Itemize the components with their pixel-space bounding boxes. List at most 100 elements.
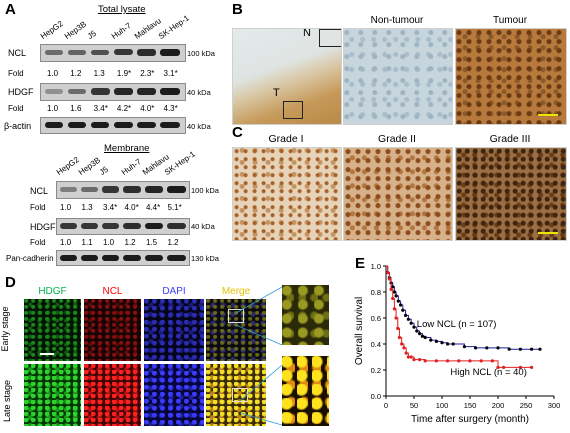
km-curve-high-ncl [386,265,532,368]
total-ncl-fold-4: 2.3* [140,69,155,78]
membrane-ncl-blot [56,181,190,199]
y-axis-label: Overall survival [354,297,365,365]
x-axis-label: Time after surgery (month) [411,414,529,425]
grade-i-heading: Grade I [268,133,304,145]
late-stage-label: Late stage [2,379,12,422]
x-tick-label: 200 [492,401,505,410]
tumour-image [455,28,567,125]
y-tick-label: 0.6 [371,314,381,323]
censor-mark [389,287,393,291]
membrane-hdgf-label: HDGF [30,222,56,232]
membrane-cadherin-blot [56,250,190,266]
censor-mark [412,358,416,362]
censor-mark [507,347,511,351]
y-tick-label: 0.0 [371,392,381,401]
total-ncl-blot [40,44,186,62]
early-zoom-inset [282,285,329,345]
scale-bar [538,114,558,116]
x-tick-label: 100 [436,401,449,410]
censor-mark [485,346,489,350]
total-ncl-label: NCL [8,48,27,58]
y-tick-label: 0.8 [371,288,381,297]
censor-mark [396,326,400,330]
total-ncl-fold-3: 1.9* [116,69,132,78]
low-ncl-label: Low NCL (n = 107) [417,319,497,330]
x-tick-label: 50 [410,401,418,410]
membrane-cadherin-label: Pan-cadherin [6,254,54,263]
grade-iii-image [455,147,567,241]
early-merge-image [206,299,266,361]
non-tumour-heading: Non-tumour [370,15,424,26]
high-ncl-label: High NCL (n = 40) [450,367,526,378]
total-hdgf-fold-1: 1.6 [70,104,82,113]
censor-mark [391,296,395,301]
censor-mark [479,359,483,363]
zoom-connector-lines [235,286,283,426]
total-actin-label: β-actin [4,121,32,131]
total-hdgf-fold-3: 4.2* [116,104,132,113]
censor-mark [415,329,419,333]
membrane-hdgf-fold-0: 1.0 [60,238,72,247]
tumour-heading: Tumour [492,15,528,26]
censor-mark [387,277,391,281]
censor-mark [396,299,400,303]
censor-mark [451,342,455,346]
total-ncl-fold-5: 3.1* [163,69,178,78]
panel-e-label: E [355,255,366,272]
censor-mark [412,325,416,329]
y-tick-label: 1.0 [371,262,381,271]
membrane-hdgf-fold-1: 1.1 [81,238,93,247]
censor-mark [429,338,433,342]
ihc-overview-image: N T [232,28,342,125]
normal-inset-label: N [303,28,311,39]
total-hdgf-label: HDGF [8,87,34,97]
ncl-heading: NCL [102,286,123,297]
grade-ii-image [343,147,453,241]
membrane-lane-5: SK-Hep-1 [162,149,197,177]
grade-i-image [232,147,342,241]
membrane-lane-1: Hep3B [76,155,102,177]
total-lane-4: Mahlavu [132,16,163,41]
censor-mark [530,365,534,369]
censor-mark [386,270,390,275]
membrane-hdgf-fold-2: 1.0 [103,238,115,247]
membrane-title: Membrane [104,143,150,154]
membrane-ncl-fold-5: 5.1* [167,203,182,212]
censor-mark [392,290,396,294]
tumour-inset-label: T [273,87,280,99]
grade-ii-heading: Grade II [378,133,416,145]
normal-inset-box [319,29,341,47]
censor-mark [406,317,410,321]
total-ncl-fold-1: 1.2 [70,69,82,78]
censor-mark [391,285,395,289]
censor-mark [402,346,406,350]
total-lane-2: J5 [85,28,98,41]
censor-mark [423,335,427,340]
early-ncl-image [84,299,141,361]
censor-mark [530,347,534,351]
early-hdgf-image [24,299,81,361]
censor-mark [518,347,522,351]
censor-mark [434,359,438,363]
total-lane-0: HepG2 [38,19,65,41]
late-merge-image [206,364,266,426]
early-stage-label: Early stage [0,306,10,352]
censor-mark [496,346,500,350]
scale-bar-c [538,232,558,234]
membrane-hdgf-blot [56,218,190,235]
early-dapi-image [144,299,204,361]
censor-mark [490,359,494,363]
scale-bar-d [40,353,54,355]
total-lane-3: Huh-7 [109,21,133,41]
panel-b-label: B [232,1,243,18]
censor-mark [446,359,450,363]
censor-mark [406,355,410,359]
membrane-ncl-fold-1: 1.3 [81,203,93,212]
membrane-ncl-fold-0: 1.0 [60,203,72,212]
late-dapi-image [144,364,204,426]
censor-mark [496,365,500,369]
total-hdgf-fold-label: Fold [8,104,24,113]
y-tick-label: 0.2 [371,366,381,375]
x-tick-label: 250 [520,401,533,410]
early-merge-inset-box [228,309,244,323]
